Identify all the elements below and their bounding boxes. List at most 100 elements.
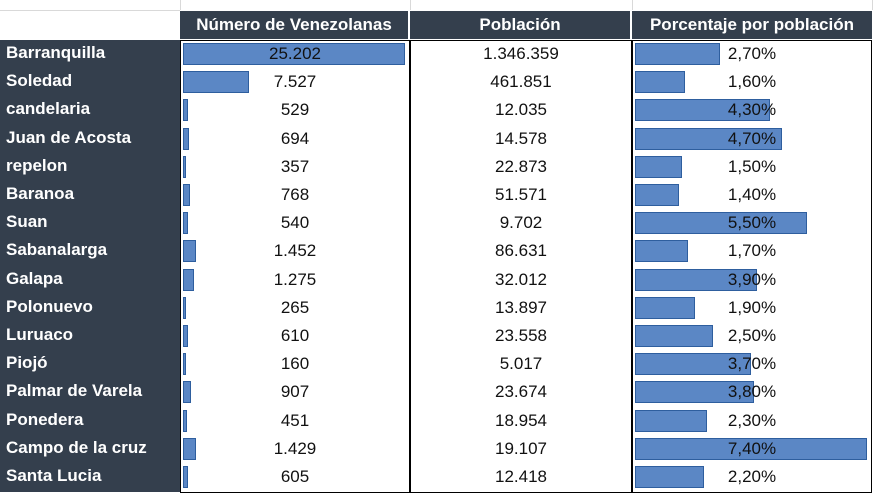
table-cell-venezolanas: 1.452 — [182, 238, 408, 265]
table-cell-poblacion: 14.578 — [412, 125, 630, 152]
table-cell-venezolanas: 7.527 — [182, 69, 408, 96]
cell-value-porcentaje: 1,90% — [727, 297, 777, 317]
data-bar-venezolanas — [183, 127, 190, 150]
cell-value-poblacion: 5.017 — [499, 354, 543, 374]
table-cell-venezolanas: 1.429 — [182, 435, 408, 462]
municipality-label: Polonuevo — [6, 296, 93, 316]
data-bar-porcentaje — [635, 99, 770, 122]
cell-value-venezolanas: 1.452 — [273, 241, 317, 261]
data-bar-porcentaje — [635, 155, 683, 178]
table-cell-venezolanas: 25.202 — [182, 41, 408, 67]
data-bar-porcentaje — [635, 184, 679, 206]
table-cell-porcentaje: 1,50% — [634, 153, 870, 180]
gridline — [872, 0, 873, 10]
table-cell-venezolanas: 768 — [182, 182, 408, 208]
cell-value-porcentaje: 5,50% — [727, 213, 777, 233]
header-poblacion: Población — [410, 11, 632, 39]
table-cell-poblacion: 86.631 — [412, 238, 630, 265]
cell-value-porcentaje: 2,70% — [727, 44, 777, 63]
gridline — [632, 0, 633, 10]
cell-value-poblacion: 18.954 — [495, 410, 547, 430]
cell-value-venezolanas: 25.202 — [269, 44, 321, 63]
data-bar-venezolanas — [183, 155, 187, 178]
table-cell-venezolanas: 540 — [182, 210, 408, 237]
table-cell-porcentaje: 1,70% — [634, 238, 870, 265]
cell-value-venezolanas: 451 — [280, 410, 310, 430]
data-bar-venezolanas — [183, 381, 191, 404]
cell-value-porcentaje: 4,70% — [727, 128, 777, 148]
data-bar-porcentaje — [635, 381, 755, 404]
table-cell-poblacion: 51.571 — [412, 182, 630, 208]
data-bar-porcentaje — [635, 325, 714, 347]
cell-value-poblacion: 23.674 — [495, 382, 547, 402]
header-venezolanas: Número de Venezolanas — [180, 11, 410, 39]
municipality-label: Soledad — [6, 71, 73, 91]
municipality-label: Santa Lucia — [6, 466, 102, 485]
cell-value-poblacion: 22.873 — [495, 156, 547, 176]
data-bar-porcentaje — [635, 71, 686, 94]
cell-value-poblacion: 32.012 — [495, 269, 547, 289]
table-cell-venezolanas: 357 — [182, 153, 408, 180]
municipality-label: Galapa — [6, 268, 63, 288]
cell-value-porcentaje: 4,30% — [727, 100, 777, 120]
municipality-label: Baranoa — [6, 184, 75, 203]
cell-value-venezolanas: 1.275 — [273, 269, 317, 289]
table-cell-poblacion: 9.702 — [412, 210, 630, 237]
data-bar-venezolanas — [183, 268, 195, 291]
table-cell-venezolanas: 451 — [182, 407, 408, 434]
data-bar-porcentaje — [635, 240, 689, 263]
municipality-label: Sabanalarga — [6, 240, 108, 260]
data-bar-venezolanas — [183, 43, 405, 65]
municipality-label: candelaria — [6, 99, 91, 119]
table-cell-venezolanas: 610 — [182, 323, 408, 349]
data-bar-venezolanas — [183, 240, 196, 263]
cell-value-venezolanas: 160 — [280, 354, 310, 374]
cell-value-venezolanas: 605 — [280, 467, 310, 486]
cell-value-porcentaje: 7,40% — [727, 438, 777, 458]
table-cell-poblacion: 1.346.359 — [412, 41, 630, 67]
data-bar-porcentaje — [635, 296, 695, 319]
table-body: 25.202 1.346.359 2,70% 7.527 461.851 1,60% 529… — [180, 40, 872, 494]
data-bar-venezolanas — [183, 296, 186, 319]
table-cell-porcentaje: 2,30% — [634, 407, 870, 434]
municipality-column: Barranquilla Soledad candelaria Juan de Aco… — [0, 40, 180, 492]
municipality-label: Ponedera — [6, 409, 84, 429]
cell-value-venezolanas: 357 — [280, 156, 310, 176]
municipality-label: Piojó — [6, 353, 48, 373]
table-cell-venezolanas: 907 — [182, 379, 408, 406]
cell-value-venezolanas: 1.429 — [273, 438, 317, 458]
municipality-label: Suan — [6, 212, 48, 232]
cell-value-porcentaje: 1,40% — [727, 185, 777, 204]
table-cell-venezolanas: 529 — [182, 97, 408, 124]
cell-value-poblacion: 1.346.359 — [483, 44, 559, 63]
cell-value-venezolanas: 694 — [280, 128, 310, 148]
cell-value-poblacion: 12.035 — [495, 100, 547, 120]
cell-value-porcentaje: 3,70% — [727, 354, 777, 374]
municipality-label: Barranquilla — [6, 43, 106, 62]
table-cell-porcentaje: 3,80% — [634, 379, 870, 406]
table-cell-poblacion: 12.035 — [412, 97, 630, 124]
cell-value-porcentaje: 1,70% — [727, 241, 777, 261]
table-cell-venezolanas: 605 — [182, 464, 408, 490]
data-bar-venezolanas — [183, 212, 188, 235]
table-cell-poblacion: 461.851 — [412, 69, 630, 96]
data-bar-venezolanas — [183, 409, 187, 432]
table-cell-poblacion: 32.012 — [412, 266, 630, 293]
municipality-label: Juan de Acosta — [6, 127, 132, 147]
data-bar-venezolanas — [183, 437, 196, 460]
data-bar-venezolanas — [183, 353, 186, 376]
table-cell-porcentaje: 1,60% — [634, 69, 870, 96]
data-bar-venezolanas — [183, 466, 189, 488]
table-cell-poblacion: 19.107 — [412, 435, 630, 462]
table-cell-porcentaje: 5,50% — [634, 210, 870, 237]
municipality-label: repelon — [6, 155, 68, 175]
gridline — [180, 0, 181, 10]
table-cell-porcentaje: 2,50% — [634, 323, 870, 349]
data-bar-porcentaje — [635, 353, 751, 376]
cell-value-poblacion: 461.851 — [490, 72, 552, 92]
table-cell-venezolanas: 265 — [182, 294, 408, 321]
cell-value-porcentaje: 2,50% — [727, 326, 777, 345]
table-cell-poblacion: 13.897 — [412, 294, 630, 321]
municipality-label: Luruaco — [6, 325, 74, 344]
municipality-label: Campo de la cruz — [6, 437, 147, 457]
